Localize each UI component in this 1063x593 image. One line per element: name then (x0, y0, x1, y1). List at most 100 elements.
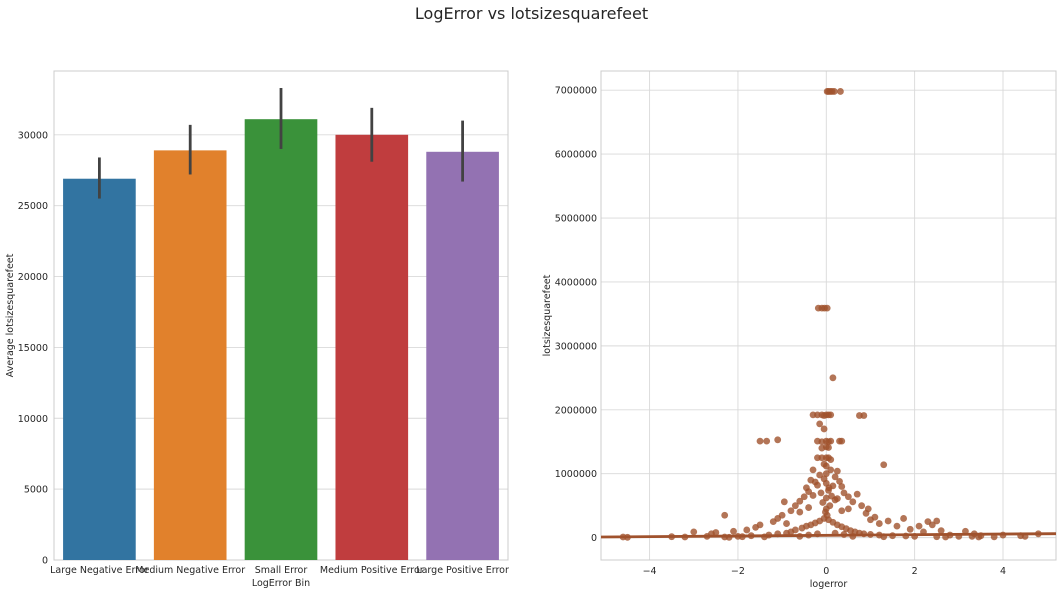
scatter-point (928, 521, 936, 529)
y-tick-label: 6000000 (555, 150, 597, 161)
scatter-point (827, 466, 835, 474)
scatter-point (787, 507, 795, 515)
x-axis-label: logerror (810, 579, 848, 590)
x-tick-label: 2 (912, 566, 918, 577)
scatter-point (814, 481, 821, 489)
scatter-point (880, 461, 888, 469)
y-tick-label: 30000 (18, 130, 48, 141)
y-tick-label: 0 (591, 533, 597, 544)
y-tick-label: 4000000 (555, 277, 597, 288)
scatter-point (828, 492, 835, 500)
scatter-point (933, 517, 941, 525)
x-tick-label: Medium Negative Error (135, 565, 245, 576)
scatter-point (825, 444, 832, 451)
bar (244, 119, 318, 560)
scatter-point (827, 437, 835, 445)
scatter-point (822, 470, 830, 478)
scatter-point (915, 522, 923, 530)
scatter-point (827, 411, 835, 419)
y-tick-label: 1000000 (555, 469, 597, 480)
scatter-point (826, 502, 834, 510)
scatter-point (823, 304, 831, 312)
x-tick-label: Large Positive Error (416, 565, 509, 576)
scatter-point (817, 489, 825, 497)
x-tick-label: 4 (1000, 566, 1006, 577)
scatter-point (830, 88, 838, 95)
scatter-point (867, 516, 874, 524)
scatter-point (805, 504, 813, 511)
scatter-point (822, 494, 830, 502)
scatter-point (796, 497, 804, 505)
x-tick-label: −2 (731, 566, 745, 577)
bar (63, 178, 136, 560)
y-tick-label: 25000 (18, 201, 48, 212)
scatter-point (809, 466, 817, 474)
scatter-point (780, 498, 788, 506)
scatter-point (858, 502, 866, 510)
scatter-point (829, 374, 837, 382)
bar (426, 151, 499, 560)
scatter-point (809, 492, 817, 499)
scatter-point (884, 517, 892, 525)
scatter-point (937, 527, 945, 534)
y-tick-label: 15000 (18, 343, 48, 354)
scatter-point (838, 437, 846, 445)
y-tick-label: 5000 (24, 485, 48, 496)
scatter-point (844, 505, 852, 513)
scatter-points (601, 88, 1056, 541)
scatter-point (783, 520, 790, 527)
bar-chart: 0 5000 10000 15000 20000 25000 30000 Large Nega… (5, 70, 509, 589)
scatter-point (763, 437, 771, 445)
scatter-point (838, 507, 846, 515)
scatter-point (796, 508, 804, 516)
scatter-point (875, 520, 883, 527)
y-tick-label: 0 (42, 556, 48, 567)
scatter-point (743, 526, 751, 534)
y-tick-label: 5000000 (555, 214, 597, 225)
scatter-point (805, 488, 813, 496)
scatter-point (844, 493, 852, 501)
scatter-point (838, 483, 846, 490)
x-tick-label: 0 (823, 566, 829, 577)
scatter-point (860, 412, 868, 419)
scatter-point (840, 489, 848, 497)
scatter-point (906, 525, 914, 533)
scatter-point (730, 527, 737, 535)
y-tick-label: 20000 (18, 272, 48, 283)
scatter-point (849, 498, 857, 506)
scatter-point (827, 456, 835, 464)
scatter-point (816, 471, 824, 479)
scatter-point (820, 475, 828, 483)
bar (153, 150, 227, 561)
scatter-point (836, 477, 843, 485)
scatter-point (690, 528, 698, 536)
x-tick-label: −4 (643, 566, 657, 577)
scatter-point (833, 467, 841, 475)
scatter-point (862, 509, 870, 517)
scatter-point (893, 522, 901, 530)
scatter-point (825, 484, 833, 492)
y-axis-label: Average lotsizesquarefeet (5, 253, 16, 377)
y-tick-label: 10000 (18, 414, 48, 425)
x-tick-label: Large Negative Error (50, 565, 149, 576)
scatter-point (791, 502, 799, 510)
scatter-point (774, 436, 782, 444)
bar (335, 134, 409, 561)
figure-title: LogError vs lotsizesquarefeet (414, 4, 649, 23)
scatter-point (853, 490, 861, 498)
scatter-point (831, 473, 839, 481)
scatter-point (791, 526, 799, 534)
x-axis-label: LogError Bin (252, 578, 310, 589)
scatter-point (816, 420, 824, 428)
scatter-point (900, 515, 907, 522)
plot-frame (600, 70, 1057, 561)
regression-line (601, 532, 1056, 539)
scatter-chart: 0 1000000 2000000 3000000 4000000 5000000 6000… (542, 70, 1057, 590)
scatter-point (769, 518, 777, 526)
y-tick-label: 3000000 (555, 341, 597, 352)
scatter-point (721, 511, 729, 519)
scatter-point (837, 88, 844, 95)
scatter-point (820, 425, 828, 433)
y-tick-label: 2000000 (555, 405, 597, 416)
scatter-point (823, 511, 831, 519)
